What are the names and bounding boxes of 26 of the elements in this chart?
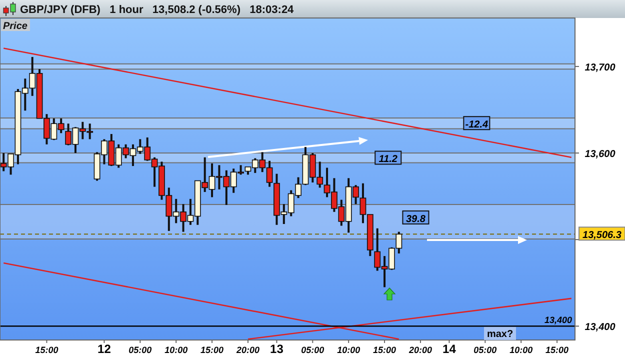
x-tick-label: 05:00 [128, 345, 152, 355]
x-tick-label: 15:00 [200, 345, 224, 355]
annotation: -12.4 [465, 120, 489, 131]
x-tick-label: 14 [442, 342, 456, 356]
annotation: 39.8 [406, 214, 426, 225]
x-tick-label: 13 [270, 342, 284, 356]
annotation: max? [486, 329, 514, 340]
y-tick-label: 13,400 [584, 322, 616, 334]
chart-title: GBP/JPY (DFB) 1 hour 13,508.2 (-0.56%) 18:03:24 [20, 4, 295, 16]
x-tick-label: 15:00 [546, 345, 569, 355]
y-axis-title: Price [3, 21, 28, 32]
x-tick-label: 10:00 [337, 345, 360, 355]
x-tick-label: 15:00 [373, 345, 396, 355]
x-tick-label: 05:00 [474, 345, 497, 355]
ref-line-label: 13,400 [544, 315, 572, 326]
x-tick-label: 12 [98, 342, 112, 356]
x-tick-label: 20:00 [408, 345, 432, 355]
ref-line-label: 13,506.3 [582, 230, 622, 242]
y-tick-label: 13,600 [584, 149, 616, 160]
x-tick-label: 20:00 [235, 345, 260, 355]
annotation: 11.2 [378, 154, 398, 166]
x-tick-label: 10:00 [510, 345, 533, 355]
x-tick-label: 15:00 [35, 345, 58, 355]
x-tick-label: 05:00 [301, 345, 324, 355]
y-tick-label: 13,700 [584, 62, 616, 74]
x-tick-label: 10:00 [164, 345, 188, 355]
